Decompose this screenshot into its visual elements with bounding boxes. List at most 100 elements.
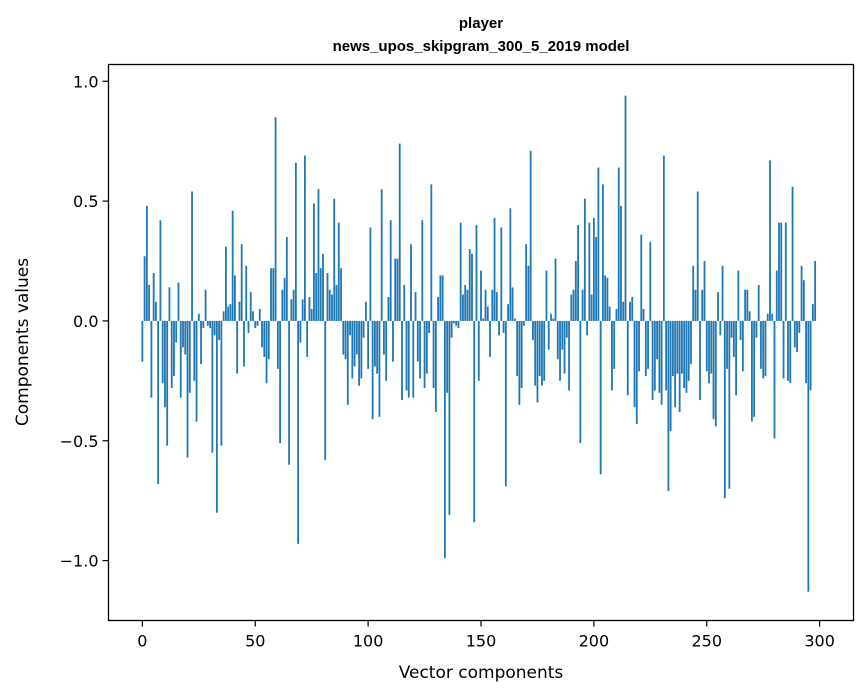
bar — [721, 265, 724, 321]
bar — [328, 289, 331, 321]
bar — [441, 275, 444, 321]
bar — [800, 265, 803, 321]
bar — [486, 306, 489, 321]
bar — [466, 289, 469, 321]
bar — [529, 150, 532, 321]
bar — [145, 205, 148, 321]
bar — [401, 320, 403, 401]
bar — [534, 320, 537, 386]
bar — [179, 320, 182, 398]
bar — [579, 320, 582, 444]
bar — [346, 320, 349, 405]
bar — [425, 320, 428, 374]
bar — [299, 320, 302, 343]
chart-title-line-2: news_upos_skipgram_300_5_2019 model — [333, 38, 630, 55]
bar — [541, 320, 543, 386]
bar — [234, 275, 236, 321]
bar — [712, 320, 715, 420]
y-tick-label: 0.0 — [73, 312, 98, 331]
bar — [416, 320, 419, 362]
bar — [200, 320, 202, 365]
bar — [667, 320, 670, 492]
bar — [766, 313, 769, 321]
bar — [811, 304, 814, 321]
bar — [493, 217, 496, 321]
bar — [335, 284, 338, 321]
bar — [222, 311, 225, 321]
bar — [649, 241, 652, 321]
bar — [385, 320, 388, 381]
bar — [161, 320, 164, 384]
bar — [188, 320, 191, 393]
bar — [699, 320, 701, 401]
bar — [741, 320, 744, 372]
bar — [358, 320, 360, 386]
bar — [482, 318, 485, 321]
bar — [317, 189, 320, 321]
bar — [737, 270, 740, 321]
bar — [204, 289, 207, 321]
bar — [617, 167, 620, 321]
bar — [398, 143, 401, 321]
x-tick-label: 50 — [245, 632, 265, 651]
bar — [495, 292, 498, 321]
bar — [532, 320, 534, 341]
bar — [522, 320, 525, 326]
bar — [308, 296, 311, 321]
bar — [310, 308, 313, 321]
bar — [215, 320, 218, 513]
bar — [762, 320, 765, 379]
bar — [159, 220, 162, 321]
bar — [626, 320, 629, 396]
bar — [157, 320, 160, 484]
bar — [572, 289, 575, 321]
bar — [457, 320, 460, 329]
bar — [778, 222, 780, 321]
bar — [683, 320, 686, 389]
bar — [744, 289, 747, 321]
bar — [256, 320, 259, 326]
bar — [394, 258, 397, 321]
bar — [782, 320, 785, 379]
bar — [184, 320, 187, 355]
bar — [570, 294, 573, 321]
bar — [378, 320, 381, 417]
bar — [658, 320, 661, 393]
bar — [518, 320, 521, 405]
bar — [263, 320, 266, 357]
bar — [421, 220, 424, 321]
bar — [735, 320, 738, 396]
bar — [665, 320, 668, 391]
bar — [662, 155, 665, 321]
bar — [403, 284, 406, 321]
bar — [459, 222, 462, 321]
bar — [364, 301, 367, 321]
x-axis-label: Vector components — [399, 663, 564, 683]
bar — [227, 306, 230, 321]
bar — [491, 289, 494, 321]
bar — [231, 210, 234, 321]
bar — [753, 320, 756, 417]
bar — [254, 320, 257, 329]
y-axis-ticks: −1.0 −0.5 0.0 0.5 1.0 — [60, 72, 109, 571]
bar — [353, 320, 356, 367]
bar — [389, 220, 392, 321]
bar — [245, 265, 248, 321]
bar — [432, 320, 435, 389]
x-tick-label: 200 — [579, 632, 610, 651]
y-tick-label: 1.0 — [73, 72, 98, 91]
bar — [769, 160, 771, 321]
bar — [536, 320, 539, 403]
bar — [236, 320, 239, 374]
bar — [333, 198, 336, 321]
bar — [301, 299, 304, 321]
bar — [462, 294, 464, 321]
bar — [173, 320, 175, 377]
bar — [360, 320, 363, 379]
bar — [642, 308, 645, 321]
bar — [656, 320, 658, 360]
bar — [355, 320, 358, 355]
bar — [563, 320, 566, 374]
bar — [719, 320, 722, 336]
